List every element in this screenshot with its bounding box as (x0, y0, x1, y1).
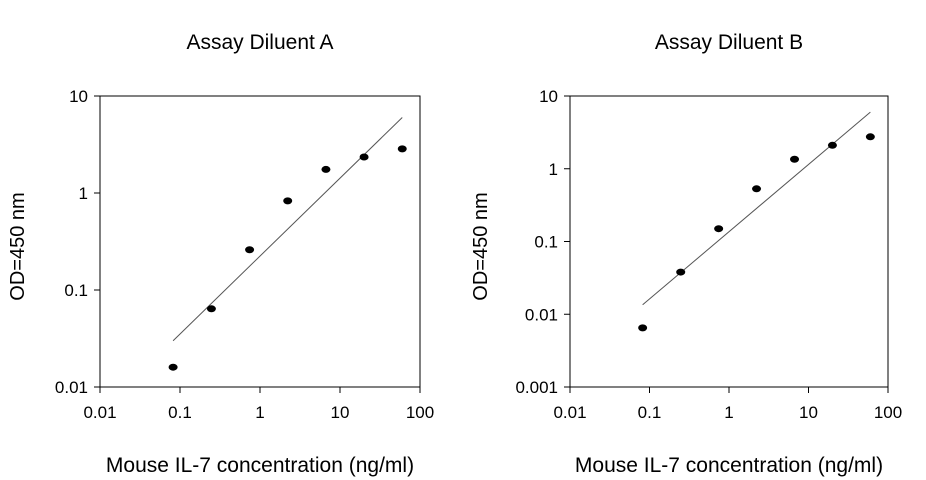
chart-panel-b: Assay Diluent B 0.01 0.1 1 10 100 0.001 0.01 0.1… (470, 31, 902, 477)
data-point (714, 225, 724, 233)
data-point (638, 324, 648, 332)
data-point (245, 246, 255, 254)
data-point (865, 133, 875, 141)
x-tick-label: 0.1 (168, 403, 192, 422)
x-tick-label: 0.01 (553, 403, 586, 422)
y-axis-label: OD=450 nm (470, 192, 492, 300)
y-tick-label: 0.1 (534, 233, 558, 252)
data-point (359, 153, 369, 161)
y-tick-label: 0.1 (64, 281, 88, 300)
x-tick-label: 1 (724, 403, 733, 422)
data-point (283, 197, 293, 205)
x-tick-label: 100 (874, 403, 902, 422)
y-tick-label: 10 (539, 87, 558, 106)
x-tick-label: 0.1 (638, 403, 662, 422)
x-tick-label: 0.01 (83, 403, 116, 422)
data-point (752, 185, 762, 193)
y-tick-label: 1 (79, 184, 88, 203)
x-tick-label: 10 (799, 403, 818, 422)
data-point (790, 155, 800, 163)
x-axis-label: Mouse IL-7 concentration (ng/ml) (106, 454, 414, 477)
plot-frame (569, 95, 889, 388)
x-axis-label: Mouse IL-7 concentration (ng/ml) (575, 454, 883, 477)
data-point (168, 363, 178, 371)
y-tick-label: 10 (69, 87, 88, 106)
y-tick-label: 0.01 (55, 378, 88, 397)
x-tick-label: 100 (406, 403, 434, 422)
x-tick-label: 10 (331, 403, 350, 422)
plot-frame (99, 95, 421, 388)
data-point (321, 165, 331, 173)
chart-panel-a: Assay Diluent A 0.01 0.1 1 10 100 0.01 0.1 1 10 Mo… (7, 31, 434, 477)
data-point (676, 268, 686, 276)
data-point (827, 141, 837, 149)
y-tick-label: 0.001 (515, 378, 558, 397)
data-point (397, 145, 407, 153)
y-axis-label: OD=450 nm (7, 192, 29, 300)
fit-line (642, 111, 871, 306)
y-tick-label: 0.01 (525, 305, 558, 324)
chart-title: Assay Diluent A (186, 31, 333, 54)
y-tick-label: 1 (549, 160, 558, 179)
data-point (206, 305, 216, 313)
chart-title: Assay Diluent B (655, 31, 803, 54)
x-tick-label: 1 (255, 403, 264, 422)
